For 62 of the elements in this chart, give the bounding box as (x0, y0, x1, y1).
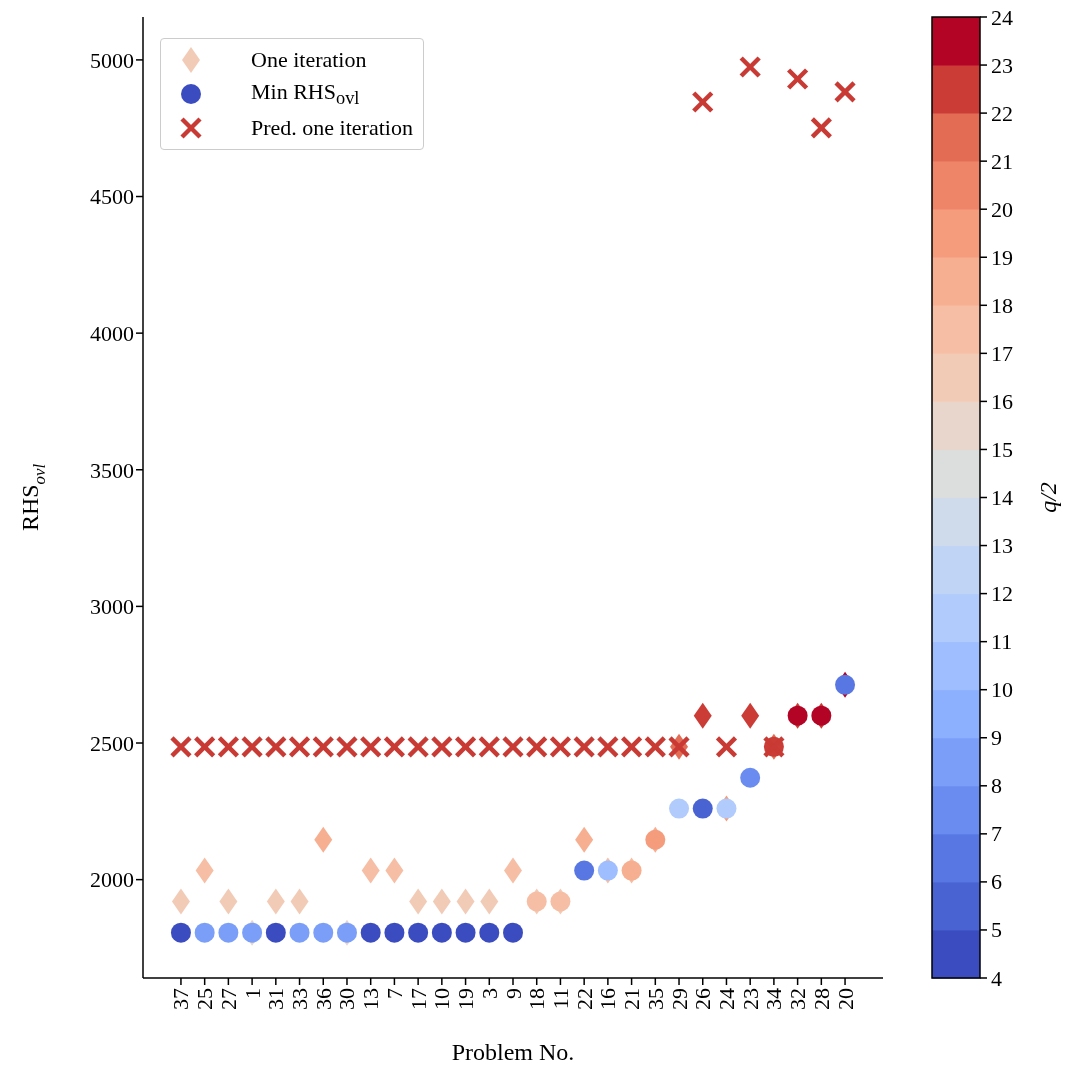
x-tick-label: 16 (595, 988, 621, 1010)
color-bar-label: 4 (991, 965, 1002, 991)
x-tick-label: 26 (690, 988, 716, 1010)
x-tick-label: 10 (429, 988, 455, 1010)
legend-label: Pred. one iteration (251, 115, 413, 140)
legend-label: One iteration (251, 47, 367, 72)
color-bar-label: 10 (991, 677, 1013, 703)
legend-label: Min RHS$_{ovl}$ (251, 78, 360, 109)
x-tick-label: 13 (358, 988, 384, 1010)
y-tick-label: 3000 (90, 594, 134, 620)
x-tick-label: 30 (334, 988, 360, 1010)
color-bar-label: 22 (991, 100, 1013, 126)
color-bar-label: 12 (991, 581, 1013, 607)
y-tick-label: 4500 (90, 184, 134, 210)
color-bar-label: 8 (991, 773, 1002, 799)
color-bar-label: 23 (991, 52, 1013, 78)
x-tick-label: 33 (287, 988, 313, 1010)
y-tick-label: 5000 (90, 47, 134, 73)
color-bar-label: 21 (991, 148, 1013, 174)
x-tick-label: 20 (832, 988, 858, 1010)
x-tick-label: 21 (619, 988, 645, 1010)
y-tick-label: 2000 (90, 867, 134, 893)
y-tick-label: 4000 (90, 320, 134, 346)
x-tick-label: 32 (785, 988, 811, 1010)
x-tick-label: 36 (310, 988, 336, 1010)
x-tick-label: 23 (737, 988, 763, 1010)
color-bar-label: 17 (991, 340, 1013, 366)
color-bar-label: 6 (991, 869, 1002, 895)
x-tick-label: 35 (642, 988, 668, 1010)
color-bar-label: 24 (991, 4, 1013, 30)
x-tick-label: 34 (761, 988, 787, 1010)
color-bar-label: 11 (991, 629, 1013, 655)
x-axis-title: Problem No. (451, 1039, 575, 1065)
color-bar-label: 7 (991, 821, 1002, 847)
color-bar-label: 5 (991, 917, 1002, 943)
color-bar-label: 19 (991, 244, 1013, 270)
x-tick-label: 37 (168, 988, 194, 1010)
x-tick-label: 17 (405, 988, 431, 1010)
x-tick-label: 1 (239, 988, 265, 999)
x-tick-label: 18 (524, 988, 550, 1010)
x-tick-label: 29 (666, 988, 692, 1010)
color-bar-label: 9 (991, 725, 1002, 751)
y-tick-label: 2500 (90, 730, 134, 756)
color-bar-label: 13 (991, 533, 1013, 559)
x-tick-label: 27 (215, 988, 241, 1010)
x-tick-label: 22 (571, 988, 597, 1010)
color-bar-label: 18 (991, 292, 1013, 318)
x-tick-label: 28 (808, 988, 834, 1010)
x-tick-label: 31 (263, 988, 289, 1010)
color-bar-label: 20 (991, 196, 1013, 222)
color-bar-label: 14 (991, 485, 1013, 510)
x-tick-label: 19 (453, 988, 479, 1010)
x-tick-label: 24 (713, 988, 739, 1010)
x-tick-label: 9 (500, 988, 526, 999)
x-tick-label: 11 (547, 988, 573, 1010)
color-bar-title: q/2 (1035, 482, 1061, 513)
y-tick-label: 3500 (90, 457, 134, 483)
color-bar-label: 15 (991, 436, 1013, 462)
color-bar-label: 16 (991, 388, 1013, 414)
x-tick-label: 25 (192, 988, 218, 1010)
x-tick-label: 7 (381, 988, 407, 999)
x-tick-label: 3 (476, 988, 502, 999)
